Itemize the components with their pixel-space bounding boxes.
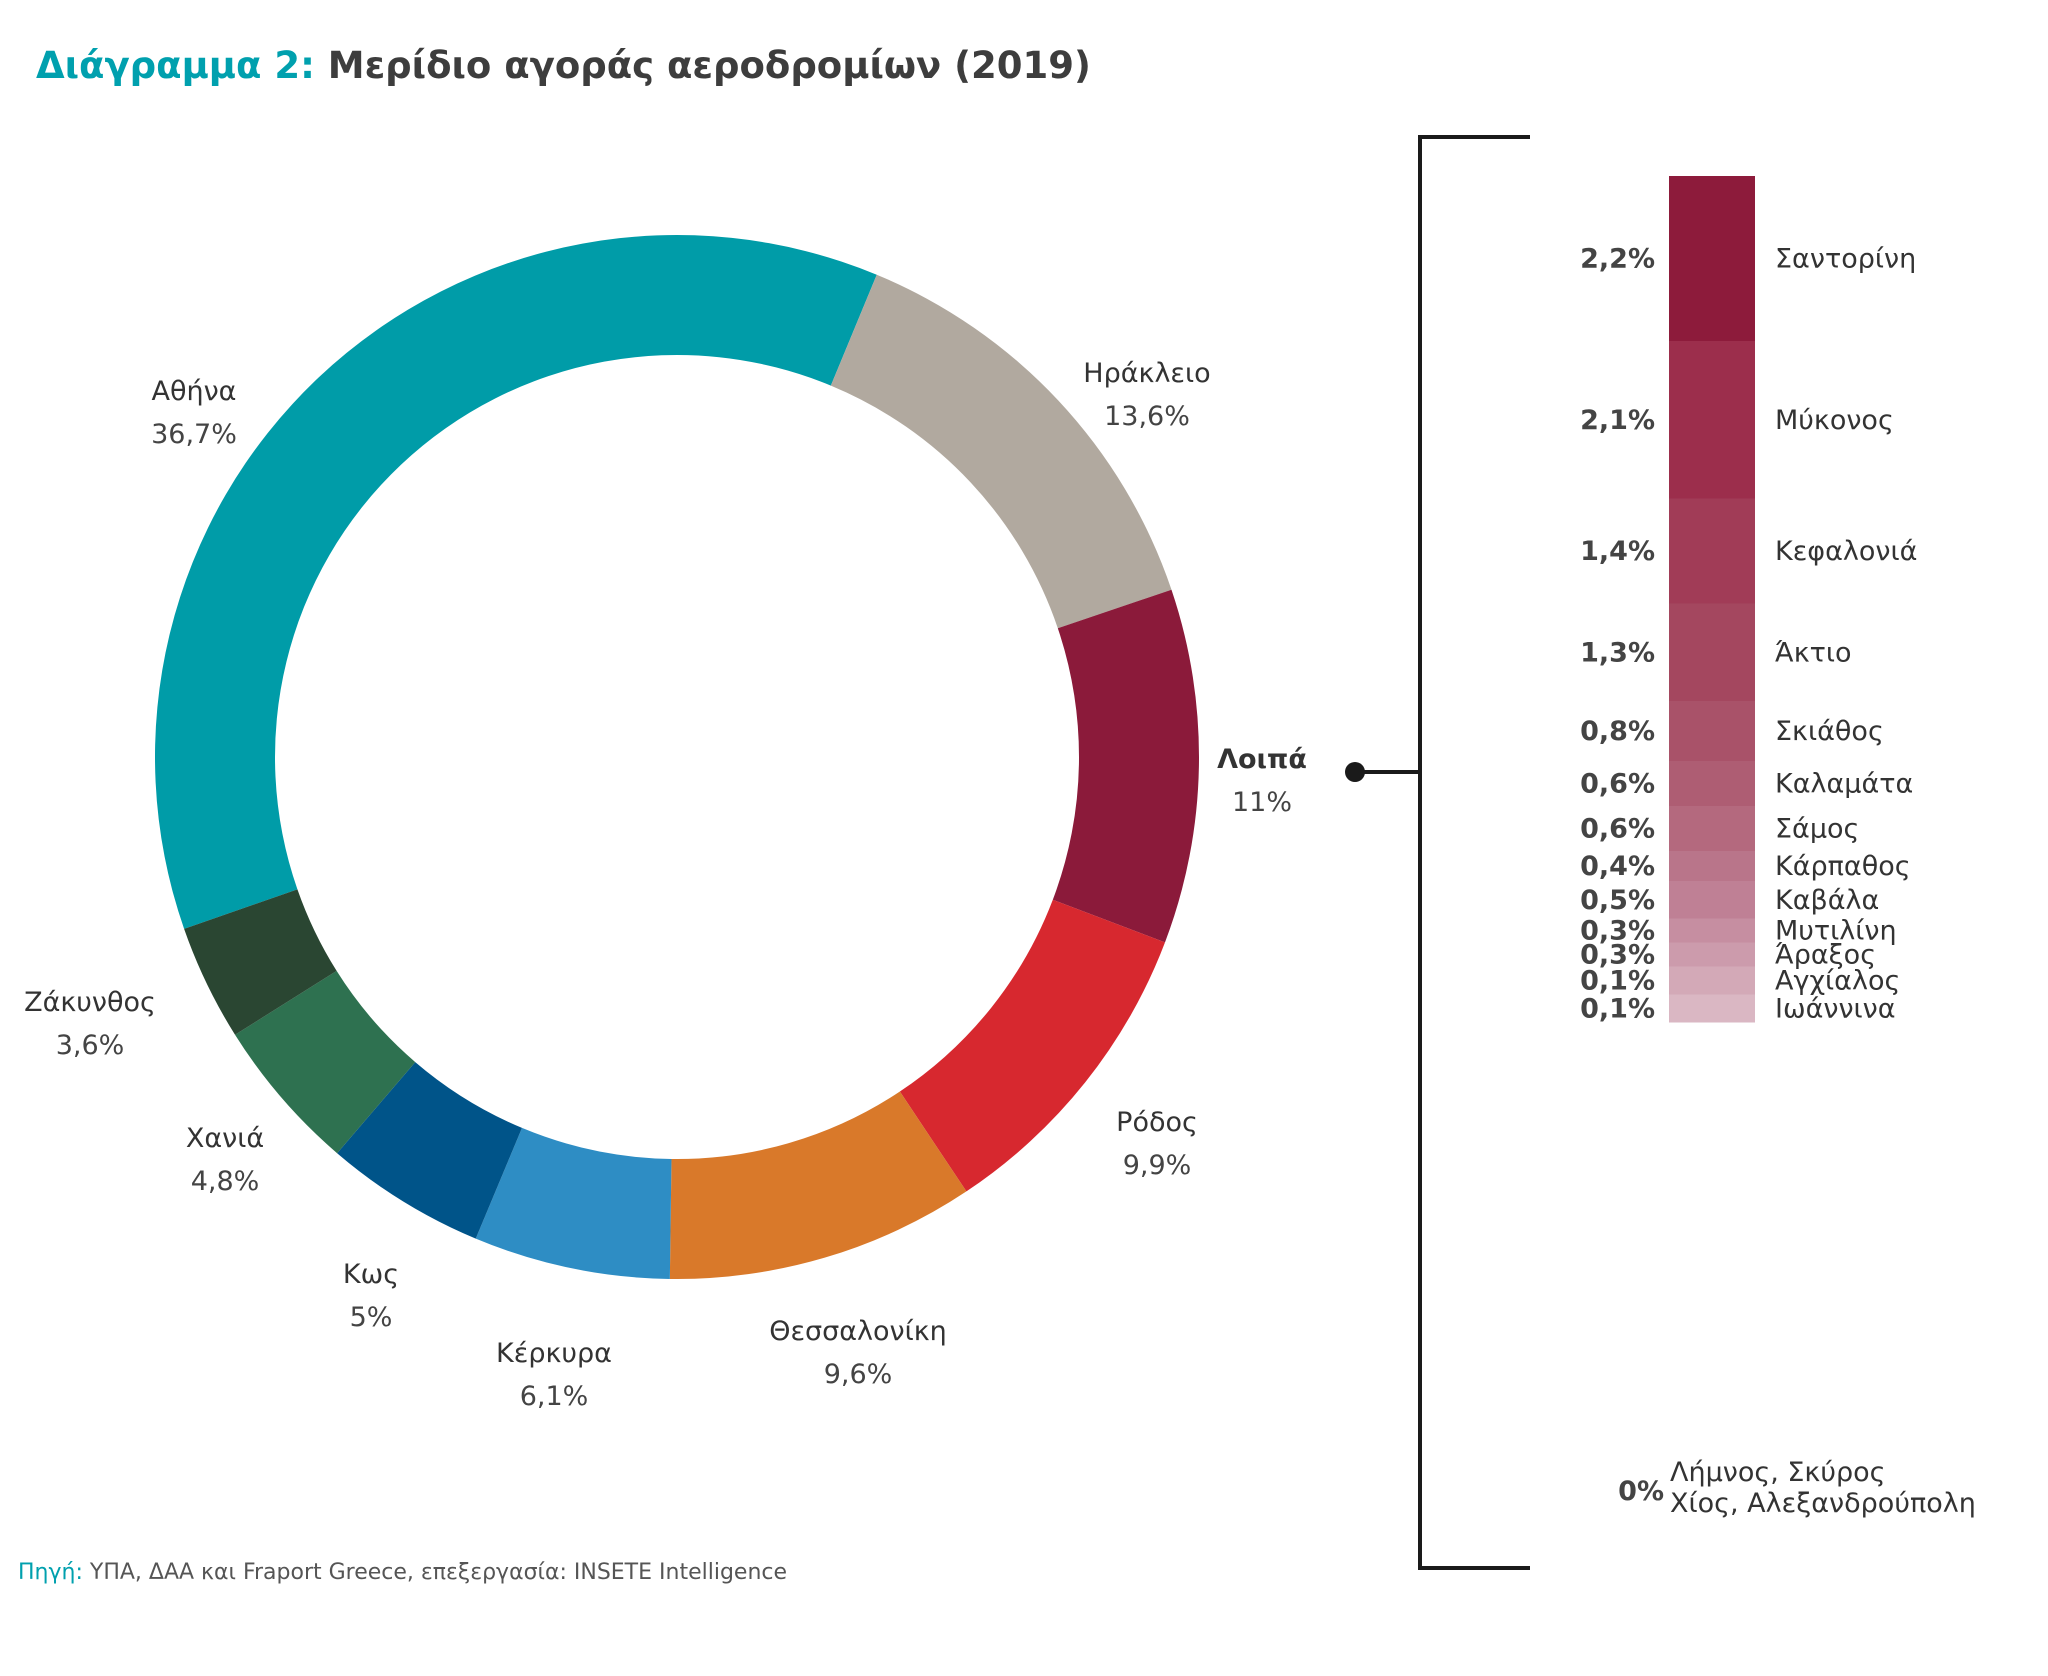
- segment-value-αγχιαλος: 0,1%: [1580, 966, 1655, 997]
- slice-value-κερκυρα: 6,1%: [520, 1381, 589, 1412]
- slice-label-ζακυνθος: Ζάκυνθος: [24, 987, 156, 1018]
- segment-value-σαντορινη: 2,2%: [1580, 244, 1655, 275]
- segment-label-αγχιαλος: Αγχίαλος: [1775, 966, 1900, 997]
- segment-label-μυτιλινη: Μυτιλίνη: [1775, 916, 1897, 947]
- connector: [1345, 135, 1530, 1570]
- bar-segment-αραξος: [1669, 942, 1755, 967]
- bar-segment-μυτιλινη: [1669, 918, 1755, 943]
- donut-slice-λοιπα: [1052, 589, 1199, 943]
- slice-label-ροδος: Ρόδος: [1116, 1107, 1198, 1138]
- segment-label-κεφαλονια: Κεφαλονιά: [1775, 536, 1917, 567]
- segment-label-σαμος: Σάμος: [1775, 814, 1859, 845]
- slice-value-ροδος: 9,9%: [1123, 1150, 1192, 1181]
- segment-label-σκιαθος: Σκιάθος: [1775, 716, 1884, 747]
- source-text: ΥΠΑ, ΔΑΑ και Fraport Greece, επεξεργασία…: [89, 1560, 788, 1585]
- zero-group-line-1: Λήμνος, Σκύρος: [1670, 1457, 1885, 1488]
- slice-label-λοιπα: Λοιπά: [1217, 744, 1307, 775]
- slice-label-ηρακλειο: Ηράκλειο: [1083, 358, 1210, 389]
- bar-segment-κεφαλονια: [1669, 498, 1755, 604]
- segment-value-σαμος: 0,6%: [1580, 814, 1655, 845]
- bar-segment-καλαματα: [1669, 761, 1755, 806]
- bracket: [1418, 135, 1530, 1570]
- slice-label-αθηνα: Αθήνα: [152, 376, 237, 407]
- bar-segment-ακτιο: [1669, 603, 1755, 701]
- bar-segment-ιωαννινα: [1669, 994, 1755, 1023]
- segment-value-σκιαθος: 0,8%: [1580, 716, 1655, 747]
- bar-segment-μυκονος: [1669, 341, 1755, 499]
- bar-segment-σκιαθος: [1669, 701, 1755, 761]
- source-lead: Πηγή:: [18, 1560, 83, 1585]
- bar-segment-καβαλα: [1669, 881, 1755, 919]
- chart-title-main: Μερίδιο αγοράς αεροδρομίων (2019): [327, 44, 1091, 87]
- slice-value-αθηνα: 36,7%: [151, 419, 237, 450]
- donut-labels: Αθήνα 36,7% Ηράκλειο 13,6% Λοιπά 11% Ρόδος 9,9%…: [24, 358, 1307, 1412]
- donut-slice-κερκυρα: [475, 1127, 672, 1279]
- donut-chart: [155, 235, 1199, 1279]
- donut-slice-ροδος: [899, 899, 1165, 1192]
- donut-slice-ζακυνθος: [184, 889, 337, 1035]
- donut-slice-ηρακλειο: [830, 274, 1172, 629]
- slice-label-χανια: Χανιά: [186, 1123, 264, 1154]
- slice-label-θεσσαλονικη: Θεσσαλονίκη: [769, 1316, 947, 1347]
- bar-segment-αγχιαλος: [1669, 966, 1755, 995]
- chart-title: Διάγραμμα 2: Μερίδιο αγοράς αεροδρομίων …: [36, 44, 1091, 87]
- segment-value-μυκονος: 2,1%: [1580, 405, 1655, 436]
- segment-value-καρπαθος: 0,4%: [1580, 851, 1655, 882]
- segment-label-καβαλα: Καβάλα: [1775, 885, 1879, 916]
- slice-value-ζακυνθος: 3,6%: [56, 1030, 125, 1061]
- zero-group-value: 0%: [1618, 1476, 1664, 1507]
- slice-label-κερκυρα: Κέρκυρα: [496, 1338, 612, 1369]
- donut-slice-κως: [337, 1062, 522, 1239]
- stacked-bar: [1669, 176, 1755, 1023]
- segment-value-καλαματα: 0,6%: [1580, 769, 1655, 800]
- chart-title-lead: Διάγραμμα 2:: [36, 44, 315, 87]
- bar-segment-σαμος: [1669, 806, 1755, 851]
- segment-label-μυκονος: Μύκονος: [1775, 405, 1894, 436]
- slice-value-χανια: 4,8%: [191, 1166, 260, 1197]
- segment-value-καβαλα: 0,5%: [1580, 885, 1655, 916]
- segment-value-ακτιο: 1,3%: [1580, 637, 1655, 668]
- zero-group-line-2: Χίος, Αλεξανδρούπολη: [1670, 1488, 1976, 1519]
- segment-value-κεφαλονια: 1,4%: [1580, 536, 1655, 567]
- donut-slice-θεσσαλονικη: [669, 1091, 967, 1279]
- slice-value-λοιπα: 11%: [1232, 787, 1292, 818]
- segment-label-ακτιο: Άκτιο: [1775, 637, 1852, 668]
- segment-label-αραξος: Άραξος: [1775, 940, 1876, 971]
- segment-label-ιωαννινα: Ιωάννινα: [1775, 994, 1896, 1025]
- slice-value-θεσσαλονικη: 9,6%: [824, 1359, 893, 1390]
- segment-label-καλαματα: Καλαμάτα: [1775, 769, 1913, 800]
- slice-value-κως: 5%: [350, 1302, 393, 1333]
- slice-label-κως: Κως: [343, 1259, 399, 1290]
- segment-value-αραξος: 0,3%: [1580, 940, 1655, 971]
- donut-slice-χανια: [235, 970, 416, 1154]
- bar-segment-καρπαθος: [1669, 851, 1755, 881]
- segment-value-μυτιλινη: 0,3%: [1580, 916, 1655, 947]
- slice-value-ηρακλειο: 13,6%: [1104, 401, 1190, 432]
- segment-label-καρπαθος: Κάρπαθος: [1775, 851, 1911, 882]
- segment-label-σαντορινη: Σαντορίνη: [1775, 244, 1916, 275]
- source-note: Πηγή: ΥΠΑ, ΔΑΑ και Fraport Greece, επεξε…: [18, 1560, 787, 1585]
- donut-slice-αθηνα: [155, 235, 877, 929]
- bar-segment-σαντορινη: [1669, 176, 1755, 341]
- stacked-bar-labels: 2,2% Σαντορίνη 2,1% Μύκονος 1,4% Κεφαλονιά 1,3…: [1580, 244, 1976, 1520]
- segment-value-ιωαννινα: 0,1%: [1580, 994, 1655, 1025]
